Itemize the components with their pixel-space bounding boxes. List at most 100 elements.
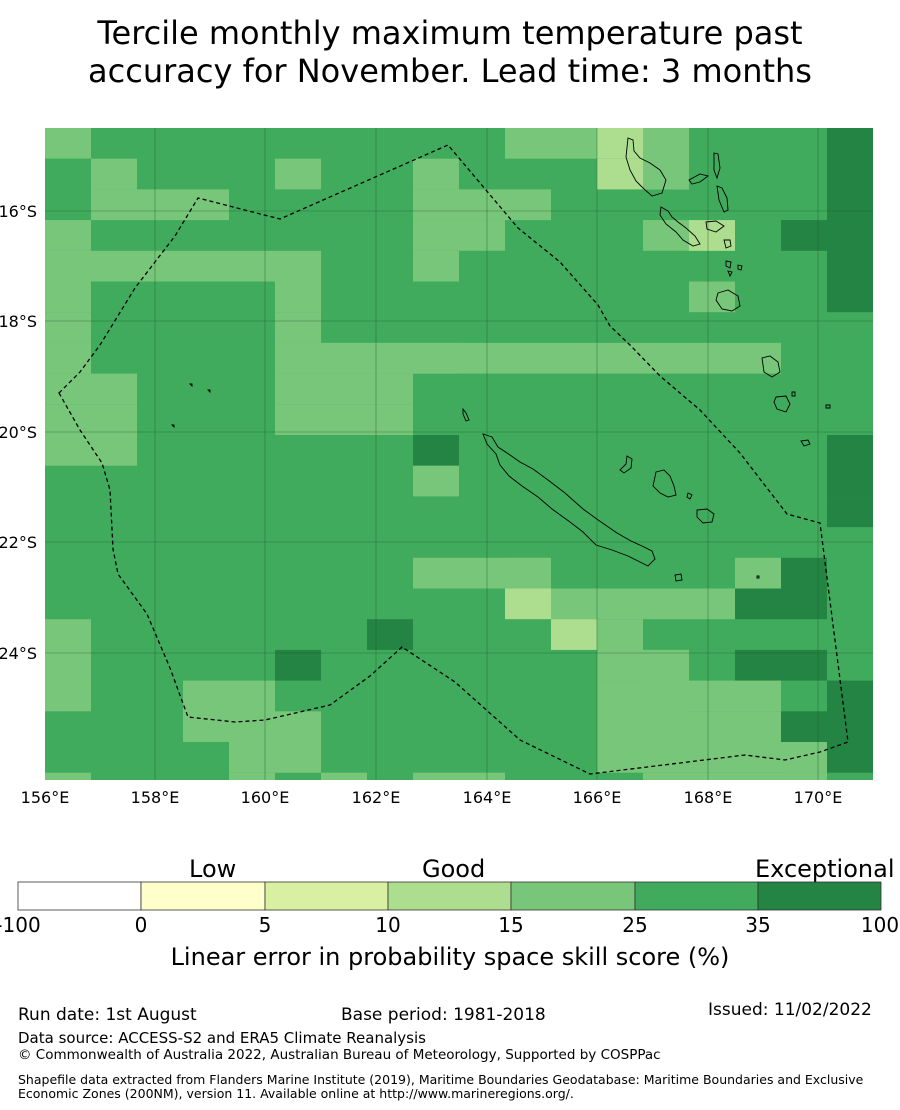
skill-cell (735, 557, 781, 589)
colorbar-tick: 0 (134, 913, 148, 937)
skill-cell (275, 250, 321, 282)
lat-tick-label: 18°S (0, 312, 37, 331)
chesterfield-islets (170, 383, 211, 429)
colorbar-tick: 100 (860, 913, 900, 937)
copyright: © Commonwealth of Australia 2022, Austra… (18, 1047, 661, 1063)
skill-cell (413, 220, 505, 251)
skill-cell (45, 220, 91, 251)
skill-cell (643, 342, 689, 374)
ambrym-island (705, 220, 725, 233)
skill-cell (827, 496, 873, 528)
skill-cell (505, 128, 597, 159)
lon-tick-label: 170°E (794, 788, 843, 807)
colorbar-swatch (264, 881, 389, 911)
skill-cell (597, 128, 643, 159)
skill-cell (275, 649, 321, 681)
espiritu-santo-island (625, 137, 667, 197)
skill-cell (275, 281, 321, 313)
skill-cell (137, 189, 229, 221)
skill-cell (45, 373, 137, 405)
skill-cell (275, 373, 413, 405)
skill-cell (275, 742, 321, 773)
futuna-island (825, 404, 831, 409)
colorbar-swatch (140, 881, 266, 911)
colorbar-swatch (634, 881, 759, 911)
lon-tick-label: 164°E (463, 788, 512, 807)
skill-cell (413, 772, 505, 780)
skill-cell (827, 435, 873, 497)
colorbar-swatch (17, 881, 142, 911)
skill-cell (91, 189, 137, 221)
tanna-island (773, 395, 791, 413)
colorbar-swatches (17, 881, 882, 911)
eez-boundary (58, 144, 849, 775)
skill-cell (781, 220, 827, 251)
skill-cell (45, 619, 91, 650)
skill-cell (505, 588, 551, 620)
skill-cell (781, 772, 827, 780)
skill-cell (45, 772, 91, 780)
colorbar-swatch (757, 881, 882, 911)
skill-cell (735, 588, 827, 620)
lat-tick-label: 22°S (0, 533, 37, 552)
aniwa-island (791, 391, 796, 397)
lon-tick-label: 168°E (684, 788, 733, 807)
run-date: Run date: 1st August (18, 1005, 197, 1025)
erromango-island (761, 355, 781, 378)
data-source: Data source: ACCESS-S2 and ERA5 Climate … (18, 1029, 426, 1047)
base-period: Base period: 1981-2018 (341, 1005, 546, 1025)
lon-tick-label: 156°E (21, 788, 70, 807)
skill-cell (597, 619, 643, 650)
skill-cell (643, 772, 781, 780)
ambae-island (688, 173, 710, 185)
skill-cell (735, 649, 781, 681)
pentecost-island (716, 185, 729, 213)
skill-cell (45, 281, 91, 313)
hunter-island (756, 575, 760, 579)
malekula-island (659, 206, 701, 247)
skill-cell (643, 649, 689, 681)
colorbar-category-good: Good (422, 855, 486, 883)
skill-cell (275, 342, 459, 374)
skill-cell (413, 435, 459, 466)
lon-tick-label: 166°E (573, 788, 622, 807)
skill-cell (45, 649, 91, 681)
axis-tick-labels: 156°E 158°E 160°E 162°E 164°E 166°E 168°… (0, 202, 842, 807)
new-caledonia-island (482, 433, 656, 567)
skill-grid-cells (45, 128, 873, 780)
skill-cell (45, 158, 91, 190)
skill-cell (551, 588, 735, 620)
colorbar-swatch (387, 881, 512, 911)
skill-cell (367, 619, 413, 650)
skill-cell (91, 158, 137, 190)
lon-tick-label: 158°E (131, 788, 180, 807)
skill-cell (597, 680, 643, 742)
skill-cell (413, 189, 551, 221)
skill-cell (505, 557, 551, 589)
tiga-island (686, 492, 693, 500)
skill-cell (413, 158, 459, 190)
skill-cell (689, 342, 735, 374)
colorbar-tick: -100 (0, 913, 41, 937)
maewo-island (713, 152, 721, 180)
skill-cell (45, 435, 137, 466)
skill-map: 156°E 158°E 160°E 162°E 164°E 166°E 168°… (0, 128, 873, 807)
skill-cell (689, 220, 735, 251)
colorbar-tick: 35 (745, 913, 771, 937)
skill-cell (321, 772, 367, 780)
skill-cell (413, 250, 459, 282)
colorbar-category-low: Low (189, 855, 237, 883)
lon-tick-label: 160°E (241, 788, 290, 807)
lat-tick-label: 20°S (0, 423, 37, 442)
lifou-island (652, 469, 677, 498)
skill-cell (689, 281, 735, 313)
skill-cell (413, 465, 459, 497)
lat-tick-label: 24°S (0, 644, 37, 663)
skill-cell (643, 128, 689, 159)
skill-cell (45, 404, 137, 435)
colorbar-category-exceptional: Exceptional (755, 855, 895, 883)
skill-cell (45, 128, 91, 159)
colorbar-label: Linear error in probability space skill … (170, 943, 730, 971)
skill-cell (643, 711, 781, 742)
colorbar-tick: 10 (375, 913, 401, 937)
